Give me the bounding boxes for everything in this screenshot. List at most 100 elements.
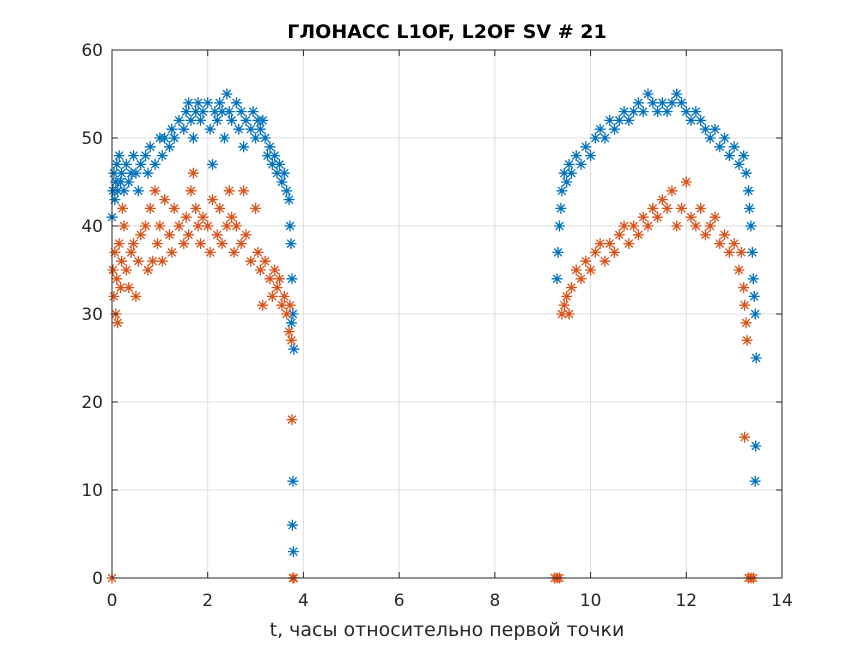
data-point — [266, 158, 278, 170]
data-point — [570, 264, 582, 276]
data-point — [190, 202, 202, 214]
data-point — [226, 211, 238, 223]
data-point — [142, 167, 154, 179]
data-point — [163, 229, 175, 241]
data-point — [680, 176, 692, 188]
data-point — [180, 106, 192, 118]
data-point — [284, 220, 296, 232]
data-point — [618, 220, 630, 232]
data-point — [221, 88, 233, 100]
data-point — [647, 202, 659, 214]
data-point — [671, 88, 683, 100]
data-point — [115, 176, 127, 188]
data-point — [740, 167, 752, 179]
data-point — [570, 150, 582, 162]
data-point — [637, 211, 649, 223]
y-tick-label: 0 — [92, 569, 103, 589]
data-point — [252, 246, 264, 258]
data-point — [580, 255, 592, 267]
data-point — [553, 220, 565, 232]
data-point — [676, 202, 687, 214]
data-point — [190, 106, 202, 118]
data-point — [747, 273, 759, 285]
data-point — [207, 194, 218, 206]
data-point — [661, 202, 673, 214]
data-point — [271, 282, 283, 294]
data-point — [680, 106, 692, 118]
data-point — [276, 299, 288, 311]
data-point — [144, 202, 156, 214]
data-point — [728, 141, 740, 153]
data-point — [262, 150, 274, 162]
data-point — [228, 246, 240, 258]
data-point — [118, 185, 130, 197]
data-point — [704, 220, 716, 232]
data-point — [254, 264, 266, 276]
data-point — [283, 194, 295, 206]
data-point — [230, 97, 242, 109]
data-point — [264, 273, 276, 285]
data-point — [230, 220, 242, 232]
x-tick-label: 6 — [394, 591, 405, 611]
data-point — [187, 167, 199, 179]
data-point — [628, 106, 640, 118]
data-point — [613, 114, 625, 126]
data-point — [214, 202, 226, 214]
data-point — [628, 220, 640, 232]
data-point — [676, 97, 687, 109]
data-point — [235, 238, 247, 250]
data-point — [699, 229, 711, 241]
data-point — [159, 132, 171, 144]
data-point — [281, 185, 293, 197]
data-point — [745, 220, 757, 232]
data-point — [221, 220, 233, 232]
data-point — [259, 255, 271, 267]
data-point — [723, 246, 735, 258]
data-point — [156, 150, 168, 162]
chart-title: ГЛОНАСС L1OF, L2OF SV # 21 — [287, 21, 606, 43]
data-point — [216, 106, 228, 118]
data-point — [750, 352, 762, 364]
data-point — [738, 150, 750, 162]
data-point — [202, 220, 214, 232]
data-point — [264, 141, 276, 153]
data-point — [589, 132, 601, 144]
data-point — [740, 317, 752, 329]
data-point — [589, 246, 601, 258]
data-point — [168, 132, 180, 144]
data-point — [561, 290, 573, 302]
data-point — [748, 290, 760, 302]
data-point — [135, 158, 147, 170]
data-point — [269, 150, 281, 162]
data-point — [719, 229, 731, 241]
data-point — [288, 343, 300, 355]
data-point — [116, 255, 128, 267]
data-point — [750, 440, 762, 452]
data-point — [685, 211, 697, 223]
data-point — [551, 273, 563, 285]
data-point — [746, 246, 758, 258]
y-tick-label: 50 — [81, 129, 103, 149]
data-point — [666, 97, 678, 109]
data-point — [719, 132, 731, 144]
data-point — [558, 167, 570, 179]
data-point — [743, 185, 754, 197]
data-point — [149, 158, 161, 170]
data-point — [556, 185, 568, 197]
data-point — [240, 229, 252, 241]
data-point — [173, 220, 185, 232]
data-point — [115, 282, 127, 294]
data-point — [642, 220, 654, 232]
data-point — [632, 229, 644, 241]
data-point — [125, 246, 137, 258]
data-point — [163, 141, 175, 153]
data-point — [166, 123, 178, 135]
data-point — [223, 185, 235, 197]
y-axis: 0 10 20 30 40 50 60 — [81, 41, 782, 589]
data-point — [240, 114, 252, 126]
data-point — [656, 97, 668, 109]
data-point — [130, 290, 142, 302]
data-point — [285, 238, 297, 250]
data-point — [690, 220, 702, 232]
data-point — [116, 167, 128, 179]
